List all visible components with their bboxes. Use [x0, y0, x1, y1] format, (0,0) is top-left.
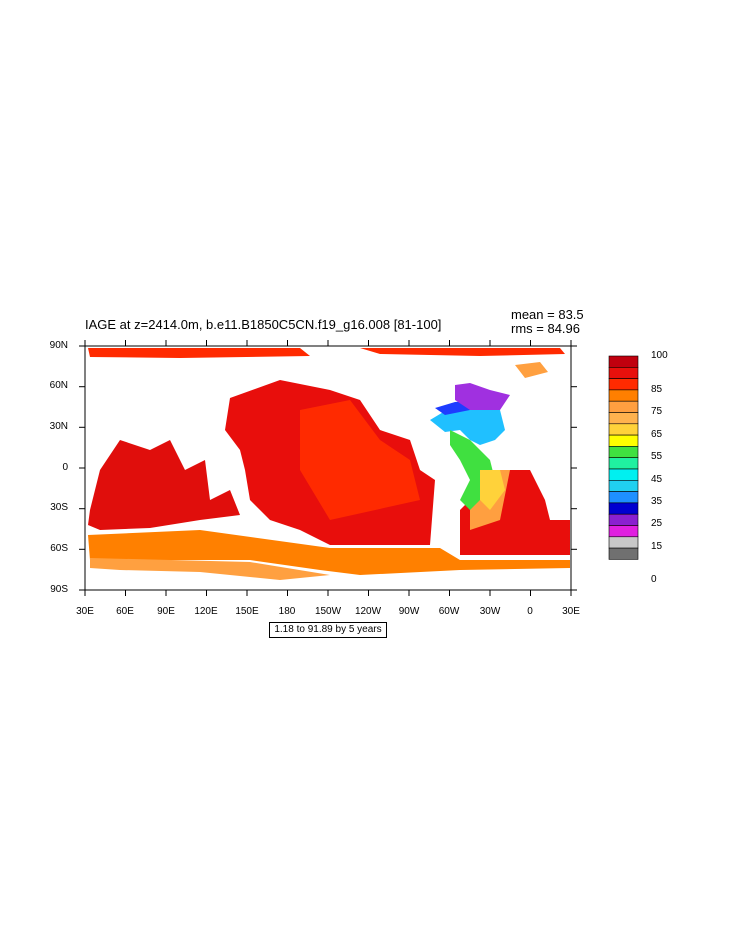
- colorbar-swatch: [608, 366, 639, 379]
- colorbar-swatch: [608, 423, 639, 436]
- ocean-fields: [88, 348, 570, 580]
- colorbar-swatch: [608, 457, 639, 470]
- colorbar-swatch: [608, 536, 639, 549]
- lon-label: 120E: [194, 606, 218, 617]
- colorbar-swatch: [608, 525, 639, 538]
- colorbar-label: 75: [651, 406, 663, 417]
- arctic-ocean: [88, 348, 310, 358]
- colorbar-swatch: [608, 468, 639, 481]
- lon-label: 30E: [76, 606, 94, 617]
- lon-label: 90W: [398, 606, 420, 617]
- tick-marks: [79, 340, 577, 596]
- lat-label: 60S: [50, 543, 68, 554]
- indian-ocean: [88, 440, 240, 530]
- colorbar: [608, 355, 639, 560]
- colorbar-swatch: [608, 479, 639, 492]
- lon-label: 30E: [562, 606, 580, 617]
- colorbar-swatch: [608, 412, 639, 425]
- north-atlantic: [430, 405, 505, 445]
- colorbar-swatch: [608, 355, 639, 368]
- colorbar-label: 35: [651, 496, 663, 507]
- colorbar-swatch: [608, 547, 639, 560]
- colorbar-label: 100: [651, 350, 668, 361]
- colorbar-swatch: [608, 446, 639, 458]
- lat-label: 0: [62, 462, 68, 473]
- lon-label: 150W: [314, 606, 342, 617]
- colorbar-swatch: [608, 434, 639, 447]
- colorbar-swatch: [608, 491, 639, 504]
- colorbar-label: 85: [651, 384, 663, 395]
- lon-label: 120W: [354, 606, 382, 617]
- colorbar-label: 55: [651, 451, 663, 462]
- lat-label: 60N: [49, 380, 68, 391]
- lat-label: 30S: [50, 502, 68, 513]
- lat-label: 90S: [50, 584, 68, 595]
- plot-title: IAGE at z=2414.0m, b.e11.B1850C5CN.f19_g…: [85, 317, 442, 332]
- lon-label: 180: [278, 606, 296, 617]
- lon-label: 150E: [235, 606, 259, 617]
- rms-value: rms = 84.96: [511, 321, 581, 336]
- lon-label: 30W: [479, 606, 501, 617]
- labrador-sea: [455, 383, 510, 410]
- colorbar-swatch: [608, 389, 639, 402]
- colorbar-label: 25: [651, 518, 663, 529]
- colorbar-label: 45: [651, 474, 663, 485]
- contour-info-box: 1.18 to 91.89 by 5 years: [269, 622, 387, 638]
- lon-label: 0: [527, 606, 533, 617]
- southern-ocean: [88, 530, 570, 575]
- colorbar-swatch: [608, 513, 639, 526]
- lon-label: 90E: [157, 606, 175, 617]
- lon-label: 60E: [116, 606, 134, 617]
- lon-label: 60W: [438, 606, 460, 617]
- colorbar-swatch: [608, 502, 639, 515]
- colorbar-label: 0: [651, 574, 657, 585]
- colorbar-swatch: [608, 400, 639, 413]
- mean-value: mean = 83.5: [511, 307, 584, 322]
- lat-label: 30N: [49, 421, 68, 432]
- lat-label: 90N: [49, 340, 68, 351]
- colorbar-label: 65: [651, 429, 663, 440]
- colorbar-swatch: [608, 378, 639, 391]
- colorbar-label: 15: [651, 541, 663, 552]
